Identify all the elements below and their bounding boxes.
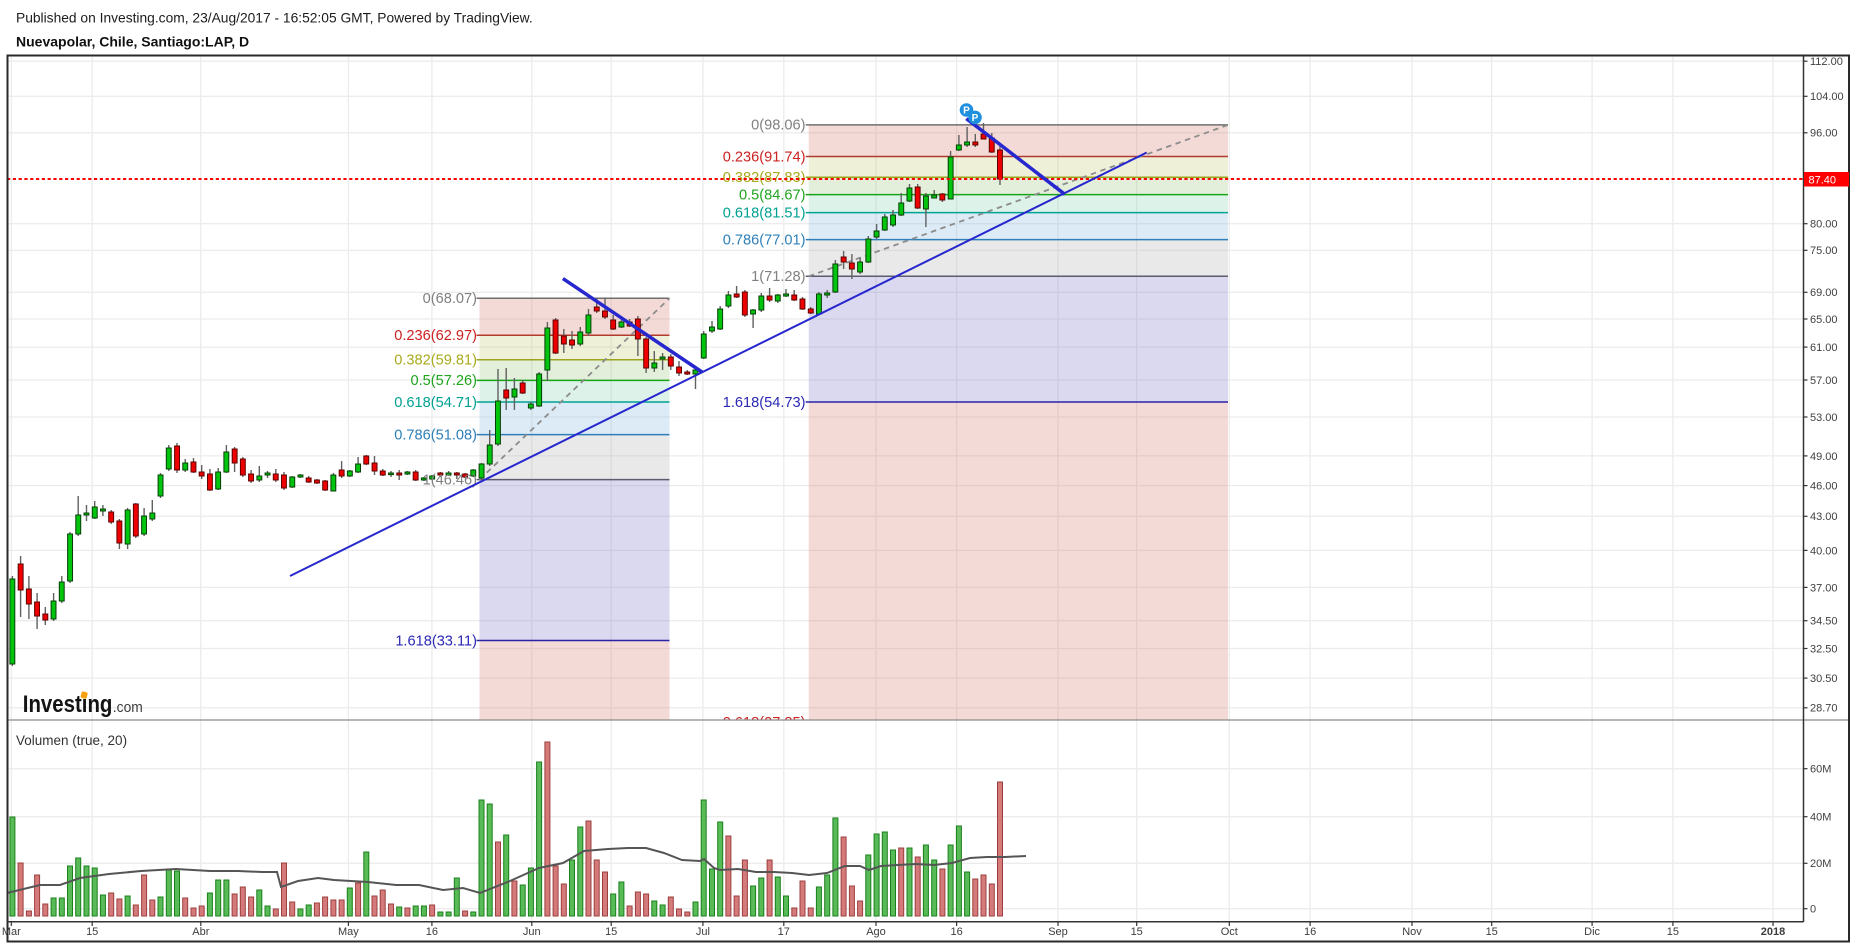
svg-text:1(46.46): 1(46.46) xyxy=(423,472,477,488)
svg-text:15: 15 xyxy=(1131,926,1143,938)
svg-text:0.5(84.67): 0.5(84.67) xyxy=(739,187,806,203)
svg-text:0: 0 xyxy=(1810,904,1816,916)
svg-text:28.70: 28.70 xyxy=(1810,703,1838,715)
svg-text:0.618(81.51): 0.618(81.51) xyxy=(723,205,806,221)
svg-text:0.618(54.71): 0.618(54.71) xyxy=(394,395,477,411)
svg-text:16: 16 xyxy=(426,926,438,938)
svg-text:60M: 60M xyxy=(1810,764,1831,776)
svg-text:Abr: Abr xyxy=(192,926,209,938)
svg-text:96.00: 96.00 xyxy=(1810,128,1838,140)
svg-text:1(71.28): 1(71.28) xyxy=(751,269,805,285)
svg-text:0.5(57.26): 0.5(57.26) xyxy=(410,373,477,389)
svg-text:46.00: 46.00 xyxy=(1810,481,1838,493)
svg-text:2.618(27.85): 2.618(27.85) xyxy=(723,715,806,731)
svg-text:Jul: Jul xyxy=(696,926,710,938)
svg-text:43.00: 43.00 xyxy=(1810,511,1838,523)
svg-text:61.00: 61.00 xyxy=(1810,342,1838,354)
svg-text:15: 15 xyxy=(1667,926,1679,938)
svg-text:Oct: Oct xyxy=(1221,926,1238,938)
svg-text:Sep: Sep xyxy=(1048,926,1068,938)
svg-text:0.786(77.01): 0.786(77.01) xyxy=(723,232,806,248)
svg-text:0(68.07): 0(68.07) xyxy=(423,291,477,307)
svg-text:49.00: 49.00 xyxy=(1810,451,1838,463)
svg-text:Mar: Mar xyxy=(2,926,21,938)
svg-text:May: May xyxy=(338,926,359,938)
svg-text:40M: 40M xyxy=(1810,812,1831,824)
svg-text:57.00: 57.00 xyxy=(1810,375,1838,387)
svg-text:37.00: 37.00 xyxy=(1810,582,1838,594)
svg-text:2018: 2018 xyxy=(1761,926,1785,938)
svg-text:17: 17 xyxy=(778,926,790,938)
svg-text:32.50: 32.50 xyxy=(1810,643,1838,655)
svg-text:16: 16 xyxy=(1304,926,1316,938)
svg-text:Nov: Nov xyxy=(1402,926,1422,938)
svg-text:Dic: Dic xyxy=(1584,926,1600,938)
svg-text:P: P xyxy=(972,113,979,124)
svg-text:1.618(54.73): 1.618(54.73) xyxy=(723,395,806,411)
svg-text:53.00: 53.00 xyxy=(1810,412,1838,424)
svg-text:Jun: Jun xyxy=(523,926,541,938)
svg-text:0.236(62.97): 0.236(62.97) xyxy=(394,328,477,344)
svg-text:30.50: 30.50 xyxy=(1810,673,1838,685)
svg-text:87.40: 87.40 xyxy=(1809,174,1837,186)
svg-text:65.00: 65.00 xyxy=(1810,314,1838,326)
svg-text:16: 16 xyxy=(950,926,962,938)
svg-text:112.00: 112.00 xyxy=(1810,56,1843,68)
svg-text:104.00: 104.00 xyxy=(1810,91,1844,103)
svg-text:20M: 20M xyxy=(1810,858,1831,870)
svg-text:Ago: Ago xyxy=(866,926,886,938)
svg-text:80.00: 80.00 xyxy=(1810,219,1838,231)
svg-text:75.00: 75.00 xyxy=(1810,245,1838,257)
svg-text:40.00: 40.00 xyxy=(1810,545,1838,557)
svg-text:34.50: 34.50 xyxy=(1810,616,1838,628)
svg-text:0.236(91.74): 0.236(91.74) xyxy=(723,149,806,165)
svg-text:0.786(51.08): 0.786(51.08) xyxy=(394,427,477,443)
svg-text:1.618(33.11): 1.618(33.11) xyxy=(395,633,477,649)
svg-text:Volumen (true, 20): Volumen (true, 20) xyxy=(16,733,127,748)
svg-text:Investing: Investing xyxy=(23,691,113,718)
svg-text:15: 15 xyxy=(605,926,617,938)
svg-text:0(98.06): 0(98.06) xyxy=(751,118,805,134)
svg-text:Published on Investing.com, 23: Published on Investing.com, 23/Aug/2017 … xyxy=(16,11,533,26)
svg-text:15: 15 xyxy=(1486,926,1498,938)
svg-text:0.382(59.81): 0.382(59.81) xyxy=(394,353,477,369)
svg-text:Nuevapolar, Chile, Santiago:LA: Nuevapolar, Chile, Santiago:LAP, D xyxy=(16,34,249,50)
svg-text:.com: .com xyxy=(113,700,143,716)
svg-text:69.00: 69.00 xyxy=(1810,287,1838,299)
svg-text:P: P xyxy=(963,106,970,117)
svg-text:15: 15 xyxy=(86,926,98,938)
